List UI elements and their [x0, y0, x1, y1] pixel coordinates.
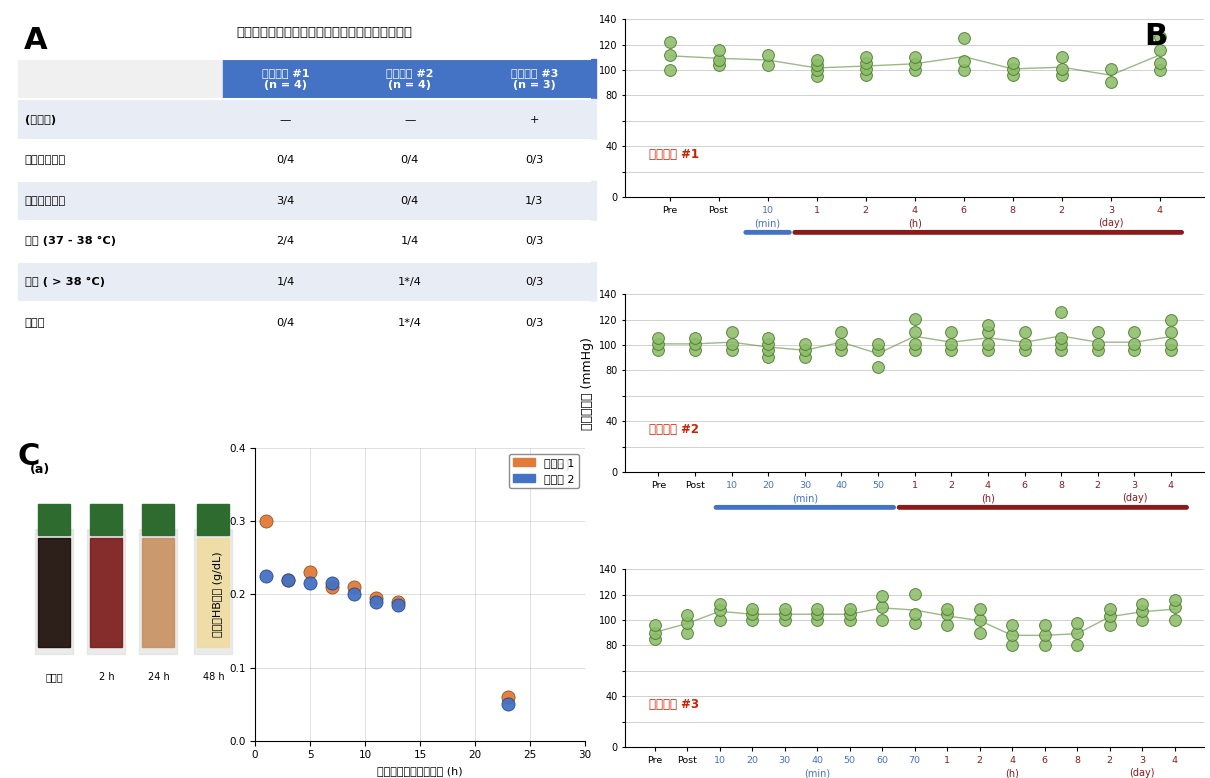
Bar [35, 529, 73, 654]
Text: B: B [1145, 22, 1168, 51]
Bar [18, 261, 224, 303]
Text: コホート #2: コホート #2 [649, 423, 698, 436]
Bar [347, 221, 472, 261]
Text: (前投薬): (前投薬) [25, 114, 56, 124]
Text: 1/3: 1/3 [525, 196, 543, 206]
Text: (h): (h) [1006, 768, 1019, 778]
Text: (min): (min) [755, 218, 780, 228]
Text: 0/4: 0/4 [401, 196, 419, 206]
Bar [224, 303, 347, 343]
Text: 0/4: 0/4 [401, 156, 419, 165]
Bar [91, 504, 122, 535]
Text: 発熱 (37 - 38 °C): 発熱 (37 - 38 °C) [25, 237, 116, 247]
Text: 急性輸液反応: 急性輸液反応 [25, 196, 67, 206]
Text: コホート #3
(n = 3): コホート #3 (n = 3) [511, 68, 558, 89]
Bar [87, 529, 125, 654]
Text: 0/3: 0/3 [525, 277, 543, 287]
Text: 0/4: 0/4 [276, 317, 294, 328]
Text: コホート #2
(n = 4): コホート #2 (n = 4) [386, 68, 433, 89]
Text: 0/3: 0/3 [525, 237, 543, 247]
Bar [18, 303, 224, 343]
Text: A: A [24, 26, 47, 55]
Text: 1*/4: 1*/4 [398, 277, 422, 287]
Bar [197, 538, 229, 647]
Text: 投与前: 投与前 [46, 672, 63, 682]
Bar [39, 504, 70, 535]
Bar [347, 303, 472, 343]
Text: コホート #3: コホート #3 [649, 698, 698, 711]
Bar [472, 58, 597, 100]
Bar [472, 100, 597, 140]
Bar [197, 504, 229, 535]
Bar [347, 180, 472, 221]
Bar [143, 538, 174, 647]
Text: —: — [404, 114, 415, 124]
Bar [224, 261, 347, 303]
Text: 結膜炎: 結膜炎 [25, 317, 46, 328]
Bar [347, 58, 472, 100]
Text: (min): (min) [805, 768, 830, 778]
Bar [18, 221, 224, 261]
Text: 発熱 ( > 38 °C): 発熱 ( > 38 °C) [25, 277, 105, 287]
Bar [472, 261, 597, 303]
Bar [224, 58, 347, 100]
Text: 0/4: 0/4 [276, 156, 294, 165]
Bar [91, 538, 122, 647]
Bar [139, 529, 177, 654]
Text: 2 h: 2 h [98, 672, 114, 682]
Text: C: C [18, 442, 40, 471]
Text: 1*/4: 1*/4 [398, 317, 422, 328]
Bar [195, 529, 232, 654]
Bar [18, 180, 224, 221]
Bar [347, 100, 472, 140]
Bar [347, 261, 472, 303]
Text: 3/4: 3/4 [276, 196, 294, 206]
Text: 1/4: 1/4 [401, 237, 419, 247]
Text: 重篤な副作用: 重篤な副作用 [25, 156, 67, 165]
Text: 0/3: 0/3 [525, 317, 543, 328]
Bar [472, 140, 597, 180]
Bar [472, 221, 597, 261]
Bar [224, 221, 347, 261]
Bar [472, 180, 597, 221]
Text: コホート #1: コホート #1 [649, 148, 698, 161]
Bar [224, 180, 347, 221]
Bar [224, 100, 347, 140]
Bar [347, 140, 472, 180]
Text: 48 h: 48 h [202, 672, 224, 682]
Text: (day): (day) [1122, 493, 1147, 503]
Bar [143, 504, 174, 535]
Text: 2/4: 2/4 [276, 237, 294, 247]
Text: (h): (h) [981, 493, 995, 503]
Text: ヘモグロビンベシクル投与による副作用のまとめ: ヘモグロビンベシクル投与による副作用のまとめ [236, 26, 413, 39]
Text: (day): (day) [1097, 218, 1124, 228]
Text: (a): (a) [29, 463, 50, 476]
Bar [224, 140, 347, 180]
Bar [472, 303, 597, 343]
Text: 1/4: 1/4 [276, 277, 294, 287]
Text: +: + [530, 114, 538, 124]
Text: コホート #1
(n = 4): コホート #1 (n = 4) [261, 68, 310, 89]
Text: (min): (min) [791, 493, 818, 503]
Text: (day): (day) [1129, 768, 1154, 778]
Text: 24 h: 24 h [148, 672, 169, 682]
Text: (h): (h) [908, 218, 922, 228]
Bar [18, 140, 224, 180]
Text: 0/3: 0/3 [525, 156, 543, 165]
Bar [39, 538, 70, 647]
Text: —: — [280, 114, 292, 124]
Bar [18, 100, 224, 140]
Y-axis label: 収縮期血圧 (mmHg): 収縮期血圧 (mmHg) [581, 337, 594, 429]
Bar [18, 58, 224, 100]
